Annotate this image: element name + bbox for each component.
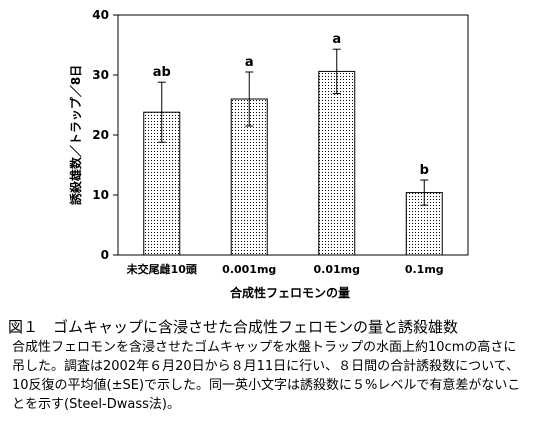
y-tick-label: 10 xyxy=(92,188,109,202)
significance-label: b xyxy=(420,163,429,178)
x-tick-label: 未交尾雌10頭 xyxy=(126,262,198,276)
significance-label: ab xyxy=(153,65,171,80)
bar xyxy=(318,70,356,256)
y-tick-label: 20 xyxy=(92,128,109,142)
bar-chart: 010203040ab未交尾雌10頭a0.001mga0.01mgb0.1mg … xyxy=(68,8,469,300)
caption-body: 合成性フェロモンを含浸させたゴムキャップを水盤トラップの水面上約10cmの高さに… xyxy=(12,340,521,412)
y-tick-label: 0 xyxy=(101,248,109,262)
significance-label: a xyxy=(245,55,254,70)
significance-label: a xyxy=(332,32,341,47)
figure-caption: 図１ ゴムキャップに含浸させた合成性フェロモンの量と誘殺雄数 合成性フェロモンを… xyxy=(8,316,528,414)
caption-title: 図１ ゴムキャップに含浸させた合成性フェロモンの量と誘殺雄数 xyxy=(8,318,459,336)
x-tick-label: 0.01mg xyxy=(314,263,360,276)
plot-area: 0 10 20 30 40 ab 未交尾雌10頭 a 0.001mg a 0.01mg b 0.1mg xyxy=(92,8,469,276)
y-tick-label: 30 xyxy=(92,68,109,82)
y-tick-label: 40 xyxy=(92,8,109,22)
x-axis-title: 合成性フェロモンの量 xyxy=(230,285,350,300)
x-tick-label: 0.001mg xyxy=(222,263,276,276)
y-axis-title: 誘殺雄数／トラップ／8日 xyxy=(68,65,83,205)
x-tick-label: 0.1mg xyxy=(405,263,444,276)
